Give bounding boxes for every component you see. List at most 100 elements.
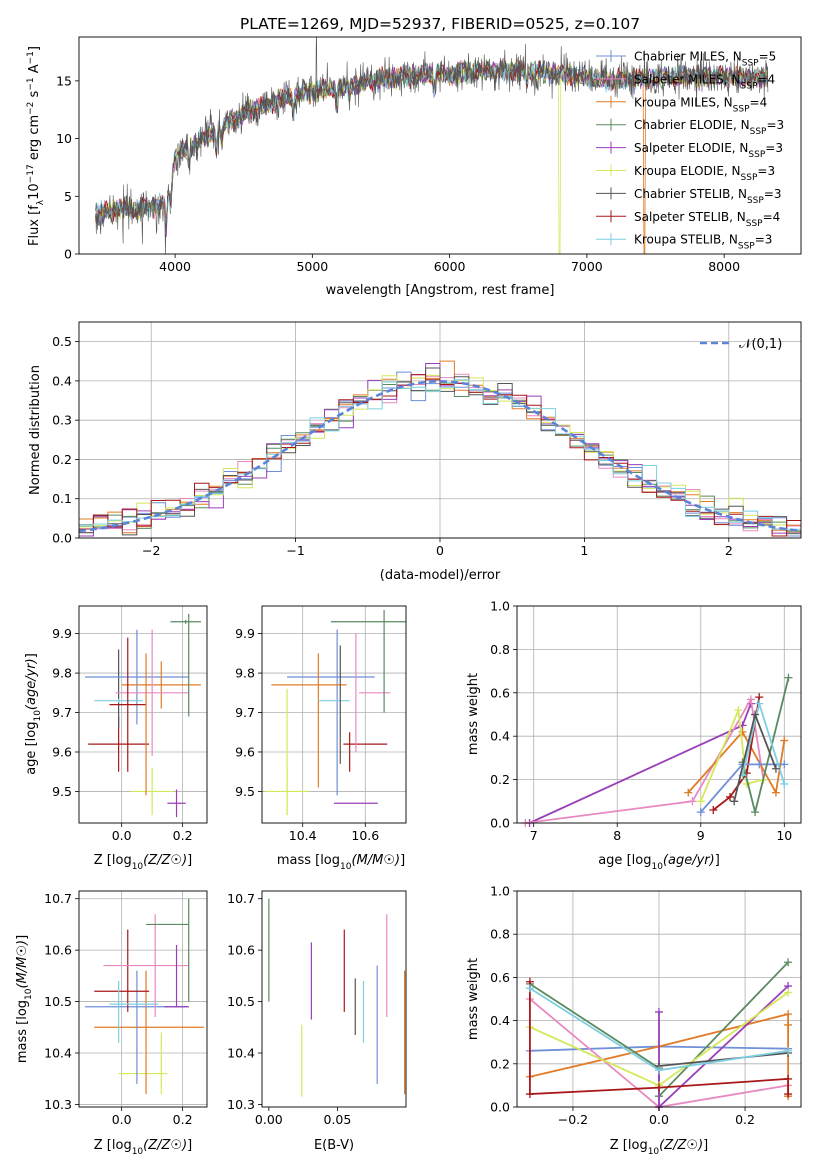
x-tick-label: 1: [580, 543, 588, 558]
weight-point-marker: [771, 788, 780, 797]
y-tick-label: 0.8: [490, 927, 510, 942]
y-tick-label: 9.8: [235, 666, 255, 681]
y-tick-label: 9.9: [235, 626, 255, 641]
x-tick-label: 5000: [296, 259, 328, 274]
legend-label: Chabrier ELODIE, NSSP=3: [634, 118, 784, 137]
x-tick-label: −0.2: [558, 1112, 588, 1127]
mass-weight-vs-metallicity-panel: −0.2 0.0 0.2 0.0 0.2 0.4 0.6 0.8 1.0 Z [log10(Z/Z…: [466, 884, 802, 1157]
weight-point-marker: [784, 673, 793, 682]
weight-point-marker: [751, 710, 760, 719]
axes-frame: [261, 890, 407, 1108]
y-tick-label: 10.6: [227, 943, 255, 958]
weight-point-marker: [684, 788, 693, 797]
y-tick-label: 10: [56, 131, 72, 146]
weight-point-marker: [734, 706, 743, 715]
y-tick-label: 0.1: [52, 491, 72, 506]
legend-label: Chabrier MILES, NSSP=5: [634, 50, 776, 69]
x-tick-label: −1: [286, 543, 304, 558]
y-tick-label: 0.0: [490, 1100, 510, 1115]
weight-point-marker: [696, 797, 705, 806]
y-tick-label: 0.2: [52, 452, 72, 467]
age-vs-metallicity-panel: 0.0 0.2 9.5 9.6 9.7 9.8 9.9 Z [log10(Z/Z☉)] age …: [24, 605, 208, 872]
x-tick-label: 4000: [159, 259, 191, 274]
y-tick-label: 10.3: [227, 1097, 255, 1112]
weight-point-marker: [525, 1090, 534, 1099]
legend-label: Salpeter ELODIE, NSSP=3: [634, 141, 783, 160]
y-tick-label: 0.8: [490, 642, 510, 657]
mass-vs-metallicity-panel: 0.0 0.2 10.3 10.4 10.5 10.6 10.7 Z [log10(Z/Z☉)…: [15, 890, 208, 1157]
axes-frame: [78, 890, 208, 1108]
x-tick-label: 0.0: [649, 1112, 669, 1127]
x-axis-label: E(B-V): [314, 1138, 354, 1153]
y-tick-label: 0.6: [490, 970, 510, 985]
weight-point-marker: [784, 1074, 793, 1083]
weight-point-marker: [738, 727, 747, 736]
y-axis-label: mass weight: [466, 673, 481, 755]
weight-point-marker: [696, 808, 705, 817]
x-tick-label: 9: [697, 828, 705, 843]
mass-weight-vs-age-panel: 7 8 9 10 0.0 0.2 0.4 0.6 0.8 1.0 age [log10(age/yr…: [466, 599, 802, 872]
weight-point-marker: [751, 808, 760, 817]
y-axis-label: mass weight: [466, 958, 481, 1040]
weight-point-marker: [688, 797, 697, 806]
x-tick-label: 0.00: [255, 1112, 283, 1127]
weight-point-marker: [726, 792, 734, 801]
x-tick-label: 10: [776, 828, 792, 843]
x-axis-label: Z [log10(Z/Z☉)]: [94, 853, 192, 872]
weight-point-marker: [655, 1083, 663, 1092]
x-axis-label: (data-model)/error: [380, 568, 501, 583]
y-tick-label: 9.7: [52, 705, 72, 720]
weight-series-6: [658, 1052, 789, 1067]
y-tick-label: 10.5: [44, 994, 72, 1009]
y-tick-label: 9.6: [52, 744, 72, 759]
y-tick-label: 1.0: [490, 599, 510, 614]
x-tick-label: 7000: [571, 259, 603, 274]
y-tick-label: 0.4: [52, 373, 72, 388]
y-tick-label: 9.5: [52, 784, 72, 799]
legend-label: Chabrier STELIB, NSSP=3: [634, 187, 782, 206]
x-axis-label: wavelength [Angstrom, rest frame]: [326, 283, 555, 298]
y-axis-label: mass [log10(M/M☉)]: [15, 935, 34, 1063]
histogram-step-7: [79, 374, 801, 537]
y-tick-label: 0.2: [490, 772, 510, 787]
x-tick-label: 0.0: [112, 1112, 132, 1127]
y-tick-label: 10.7: [44, 891, 72, 906]
weight-point-marker: [784, 1010, 793, 1019]
x-tick-label: 0: [436, 543, 444, 558]
weight-point-marker: [655, 1007, 663, 1016]
mass-vs-extinction-panel: 0.00 0.05 10.3 10.4 10.5 10.6 10.7 E(B-V): [227, 890, 407, 1153]
y-tick-label: 0.4: [490, 729, 510, 744]
x-axis-label: mass [log10(M/M☉)]: [277, 853, 405, 872]
y-tick-label: 0.4: [490, 1013, 510, 1028]
y-tick-label: 0.2: [490, 1056, 510, 1071]
x-tick-label: 8: [613, 828, 621, 843]
weight-point-marker: [784, 1090, 793, 1099]
x-axis-label: Z [log10(Z/Z☉)]: [610, 1138, 708, 1157]
y-tick-label: 15: [56, 73, 72, 88]
x-axis-label: age [log10(age/yr)]: [598, 853, 720, 872]
normal-reference-curve: [78, 379, 802, 533]
y-tick-label: 10.5: [227, 994, 255, 1009]
y-tick-label: 10.3: [44, 1097, 72, 1112]
y-tick-label: 0.0: [490, 816, 510, 831]
age-vs-mass-panel: 10.4 10.6 9.5 9.6 9.7 9.8 9.9 mass [log10(M/M☉)…: [235, 605, 407, 872]
y-tick-label: 9.5: [235, 784, 255, 799]
axes-frame: [261, 605, 407, 824]
x-tick-label: 0.0: [112, 828, 132, 843]
y-axis-label: Normed distribution: [28, 365, 43, 495]
y-tick-label: 10.4: [227, 1046, 255, 1061]
y-tick-label: 10.6: [44, 943, 72, 958]
y-tick-label: 9.7: [235, 705, 255, 720]
weight-point-marker: [780, 736, 789, 745]
histogram-panel: −2 −1 0 1 2 0.0 0.1 0.2 0.3 0.4 0.5 𝒩(0,1) (data-mod…: [28, 321, 802, 583]
weight-series-0: [700, 763, 785, 813]
x-tick-label: 10.6: [351, 828, 379, 843]
weight-point-marker: [655, 1066, 663, 1075]
spectrum-panel: 4000 5000 6000 7000 8000 0 5 10 15 Chabrier MILES…: [26, 36, 802, 298]
x-axis-label: Z [log10(Z/Z☉)]: [94, 1138, 192, 1157]
figure-title: PLATE=1269, MJD=52937, FIBERID=0525, z=0…: [240, 15, 640, 33]
y-tick-label: 10.4: [44, 1046, 72, 1061]
weight-point-marker: [784, 1046, 793, 1055]
weight-point-marker: [730, 797, 739, 806]
y-axis-label: Flux [fλ10−17 erg cm−2 s−1 A−1]: [26, 46, 46, 246]
